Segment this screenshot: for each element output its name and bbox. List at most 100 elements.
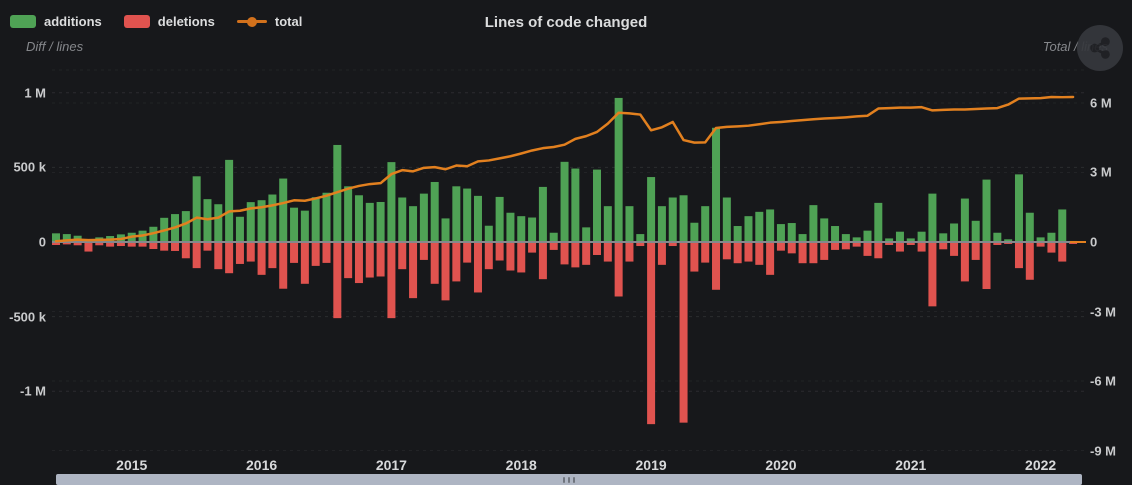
deletion-bar[interactable] — [657, 242, 666, 265]
deletion-bar[interactable] — [1014, 242, 1023, 269]
deletion-bar[interactable] — [733, 242, 742, 264]
deletion-bar[interactable] — [690, 242, 699, 272]
deletion-bar[interactable] — [722, 242, 731, 260]
addition-bar[interactable] — [300, 210, 309, 242]
deletion-bar[interactable] — [268, 242, 277, 269]
addition-bar[interactable] — [1036, 237, 1045, 242]
addition-bar[interactable] — [582, 227, 591, 242]
deletion-bar[interactable] — [106, 242, 115, 247]
addition-bar[interactable] — [257, 200, 266, 242]
addition-bar[interactable] — [549, 232, 558, 242]
deletion-bar[interactable] — [452, 242, 461, 282]
deletion-bar[interactable] — [52, 242, 60, 245]
addition-bar[interactable] — [441, 218, 450, 242]
deletion-bar[interactable] — [863, 242, 872, 256]
deletion-bar[interactable] — [322, 242, 331, 263]
deletion-bar[interactable] — [214, 242, 223, 270]
deletion-bar[interactable] — [257, 242, 266, 275]
addition-bar[interactable] — [484, 225, 493, 242]
addition-bar[interactable] — [1014, 174, 1023, 242]
addition-bar[interactable] — [538, 186, 547, 242]
addition-bar[interactable] — [917, 231, 926, 242]
addition-bar[interactable] — [701, 206, 710, 242]
addition-bar[interactable] — [798, 234, 807, 242]
addition-bar[interactable] — [831, 226, 840, 242]
deletion-bar[interactable] — [636, 242, 645, 247]
addition-bar[interactable] — [268, 194, 277, 242]
addition-bar[interactable] — [928, 193, 937, 242]
deletion-bar[interactable] — [560, 242, 569, 265]
deletion-bar[interactable] — [181, 242, 190, 259]
addition-bar[interactable] — [679, 195, 688, 242]
deletion-bar[interactable] — [73, 242, 82, 246]
addition-bar[interactable] — [636, 234, 645, 242]
deletion-bar[interactable] — [300, 242, 309, 284]
addition-bar[interactable] — [235, 216, 244, 242]
deletion-bar[interactable] — [809, 242, 818, 264]
addition-bar[interactable] — [365, 202, 374, 242]
deletion-bar[interactable] — [701, 242, 710, 263]
addition-bar[interactable] — [409, 206, 418, 242]
legend-item-total[interactable]: total — [236, 14, 302, 29]
deletion-bar[interactable] — [993, 242, 1002, 245]
deletion-bar[interactable] — [744, 242, 753, 262]
deletion-bar[interactable] — [593, 242, 601, 255]
scrollbar-grip-icon[interactable] — [563, 476, 575, 483]
addition-bar[interactable] — [809, 205, 818, 242]
addition-bar[interactable] — [62, 234, 71, 242]
deletion-bar[interactable] — [885, 242, 894, 245]
addition-bar[interactable] — [354, 195, 363, 242]
addition-bar[interactable] — [311, 197, 320, 242]
addition-bar[interactable] — [895, 231, 904, 242]
addition-bar[interactable] — [387, 162, 396, 242]
addition-bar[interactable] — [657, 206, 666, 242]
addition-bar[interactable] — [993, 232, 1002, 242]
deletion-bar[interactable] — [495, 242, 504, 261]
deletion-bar[interactable] — [1058, 242, 1067, 262]
deletion-bar[interactable] — [614, 242, 623, 297]
deletion-bar[interactable] — [290, 242, 299, 263]
deletion-bar[interactable] — [387, 242, 396, 319]
addition-bar[interactable] — [874, 202, 883, 242]
addition-bar[interactable] — [722, 197, 731, 242]
deletion-bar[interactable] — [203, 242, 212, 251]
deletion-bar[interactable] — [398, 242, 407, 270]
addition-bar[interactable] — [214, 204, 223, 242]
deletion-bar[interactable] — [311, 242, 320, 266]
deletion-bar[interactable] — [528, 242, 537, 253]
deletion-bar[interactable] — [95, 242, 104, 246]
addition-bar[interactable] — [452, 186, 461, 242]
deletion-bar[interactable] — [549, 242, 558, 250]
deletion-bar[interactable] — [484, 242, 493, 270]
addition-bar[interactable] — [322, 192, 331, 242]
addition-bar[interactable] — [279, 178, 288, 242]
deletion-bar[interactable] — [625, 242, 634, 262]
addition-bar[interactable] — [863, 230, 872, 242]
deletion-bar[interactable] — [820, 242, 829, 260]
deletion-bar[interactable] — [712, 242, 721, 290]
addition-bar[interactable] — [1058, 209, 1067, 242]
addition-bar[interactable] — [225, 159, 234, 242]
deletion-bar[interactable] — [971, 242, 980, 260]
addition-bar[interactable] — [776, 224, 785, 242]
deletion-bar[interactable] — [928, 242, 937, 307]
deletion-bar[interactable] — [766, 242, 775, 275]
addition-bar[interactable] — [398, 197, 407, 242]
deletion-bar[interactable] — [755, 242, 764, 265]
deletion-bar[interactable] — [571, 242, 580, 268]
addition-bar[interactable] — [939, 233, 948, 242]
addition-bar[interactable] — [787, 223, 796, 242]
addition-bar[interactable] — [690, 222, 699, 242]
deletion-bar[interactable] — [225, 242, 234, 274]
deletion-bar[interactable] — [127, 242, 136, 247]
addition-bar[interactable] — [1047, 232, 1056, 242]
deletion-bar[interactable] — [960, 242, 969, 282]
addition-bar[interactable] — [852, 237, 861, 242]
additions-bars[interactable] — [52, 97, 1078, 242]
addition-bar[interactable] — [755, 211, 764, 242]
share-button[interactable] — [1077, 25, 1123, 71]
deletion-bar[interactable] — [138, 242, 147, 247]
deletion-bar[interactable] — [463, 242, 472, 263]
addition-bar[interactable] — [290, 207, 299, 242]
